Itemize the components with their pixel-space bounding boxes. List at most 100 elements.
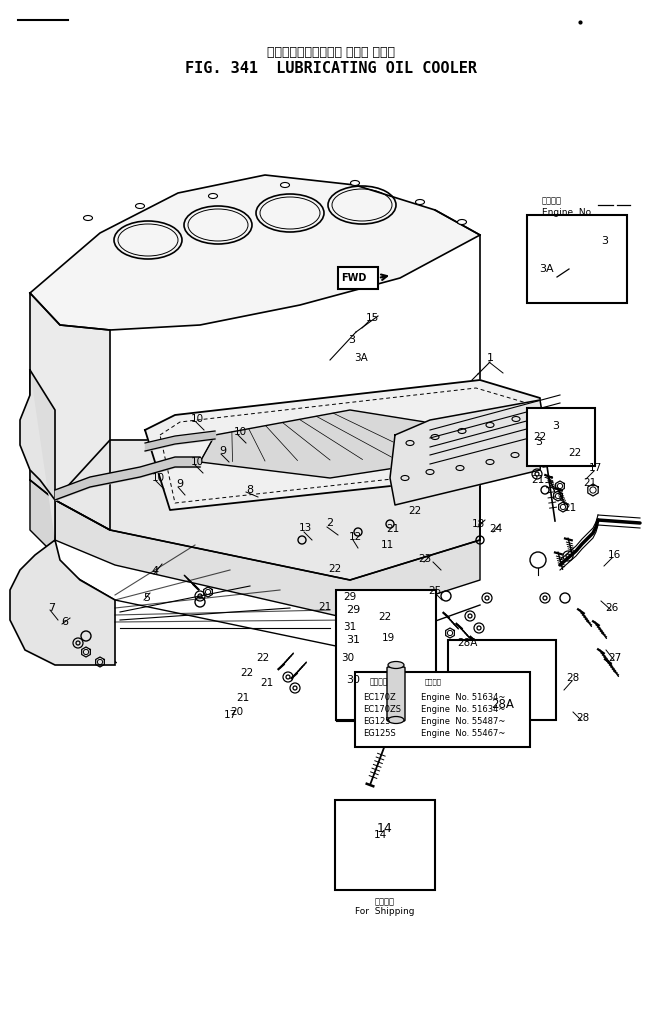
Text: Engine  No. 55487~: Engine No. 55487~ [421, 717, 505, 726]
Text: 3: 3 [552, 421, 560, 431]
Text: 10: 10 [151, 473, 164, 483]
Text: FWD: FWD [341, 273, 367, 283]
Text: 17: 17 [223, 710, 237, 720]
Text: 11: 11 [381, 540, 394, 550]
Text: 2: 2 [326, 518, 333, 528]
Text: EG125: EG125 [363, 717, 391, 726]
Text: 8: 8 [247, 485, 253, 495]
Text: Engine  No.: Engine No. [542, 207, 594, 216]
Text: 26: 26 [605, 603, 619, 613]
Text: ルーブリケーティング オイル クーラ: ルーブリケーティング オイル クーラ [267, 46, 395, 59]
Text: 3A: 3A [539, 264, 554, 274]
Ellipse shape [388, 662, 404, 669]
Text: 24: 24 [489, 524, 503, 534]
Text: 6: 6 [62, 617, 68, 627]
Bar [338, 267, 378, 289]
Text: 3: 3 [349, 335, 355, 345]
Text: 14: 14 [373, 830, 387, 840]
Text: 17: 17 [588, 463, 601, 473]
Bar [335, 800, 435, 890]
Text: 30: 30 [346, 675, 360, 685]
Polygon shape [55, 500, 480, 620]
Ellipse shape [351, 181, 359, 186]
Text: Engine  No. 51634~: Engine No. 51634~ [421, 692, 505, 701]
Bar [527, 408, 595, 466]
Ellipse shape [280, 183, 290, 188]
Text: 21: 21 [318, 602, 332, 612]
Text: FIG. 341  LUBRICATING OIL COOLER: FIG. 341 LUBRICATING OIL COOLER [185, 61, 477, 75]
Bar [336, 590, 436, 720]
Text: 31: 31 [346, 635, 360, 645]
Ellipse shape [388, 717, 404, 724]
Text: 22: 22 [568, 448, 581, 458]
Text: 28: 28 [576, 713, 589, 723]
Polygon shape [200, 410, 475, 478]
Text: 10: 10 [233, 427, 247, 437]
Text: 1: 1 [487, 353, 493, 363]
Polygon shape [145, 380, 540, 510]
Bar [527, 215, 627, 303]
Text: 22: 22 [379, 612, 392, 622]
Text: 30: 30 [341, 653, 355, 663]
Text: 28A: 28A [491, 698, 514, 712]
Text: Engine  No. 51634~: Engine No. 51634~ [421, 704, 505, 714]
Text: 27: 27 [609, 653, 622, 663]
Text: EC170ZS: EC170ZS [363, 704, 401, 714]
Text: 25: 25 [428, 586, 442, 596]
Text: 13: 13 [298, 523, 312, 533]
Text: 適用番号: 適用番号 [425, 679, 442, 685]
Polygon shape [30, 480, 55, 555]
Bar [355, 672, 530, 747]
Text: 18: 18 [471, 519, 485, 529]
Text: EC170Z: EC170Z [363, 692, 396, 701]
Text: 3A: 3A [354, 353, 368, 363]
Ellipse shape [208, 194, 217, 199]
Text: 9: 9 [176, 479, 184, 489]
Text: 22: 22 [533, 432, 546, 442]
Ellipse shape [135, 203, 145, 208]
Text: 14: 14 [377, 821, 393, 834]
Text: 3: 3 [601, 236, 609, 246]
Ellipse shape [457, 219, 467, 224]
Text: 29: 29 [343, 592, 357, 602]
Polygon shape [30, 175, 480, 330]
Text: 16: 16 [607, 550, 621, 560]
Text: 22: 22 [241, 668, 254, 678]
Text: 21: 21 [261, 678, 274, 688]
Text: For  Shipping: For Shipping [355, 907, 415, 917]
FancyBboxPatch shape [387, 667, 405, 721]
Ellipse shape [416, 200, 424, 204]
PathPatch shape [10, 370, 115, 665]
Text: 23: 23 [418, 554, 432, 564]
Bar [448, 640, 556, 720]
Text: 適用番号: 適用番号 [370, 677, 389, 686]
Text: 10: 10 [190, 457, 204, 467]
Polygon shape [55, 439, 480, 580]
Ellipse shape [84, 215, 93, 220]
Polygon shape [30, 370, 55, 500]
Text: 12: 12 [348, 532, 361, 542]
Text: 31: 31 [343, 622, 357, 632]
Text: 29: 29 [346, 605, 360, 615]
Text: 22: 22 [257, 653, 270, 663]
Text: 21: 21 [583, 478, 597, 488]
Text: 3: 3 [535, 437, 542, 447]
Text: 20: 20 [231, 707, 243, 717]
Text: 15: 15 [365, 313, 379, 323]
Polygon shape [390, 400, 545, 505]
Text: 適用番号: 適用番号 [542, 197, 562, 205]
Text: 21: 21 [387, 524, 400, 534]
Text: 21: 21 [564, 503, 577, 513]
Text: 21: 21 [531, 475, 544, 485]
Text: 19: 19 [381, 633, 394, 642]
Text: 9: 9 [219, 446, 227, 456]
Text: 22: 22 [408, 506, 422, 516]
Text: 22: 22 [328, 564, 341, 574]
Text: Engine  No. 55467~: Engine No. 55467~ [421, 729, 505, 738]
Text: 28: 28 [566, 673, 579, 683]
Text: 21: 21 [237, 693, 250, 703]
Polygon shape [30, 293, 110, 530]
Text: 28A: 28A [457, 638, 477, 648]
Text: 10: 10 [190, 414, 204, 424]
Text: EG125S: EG125S [363, 729, 396, 738]
